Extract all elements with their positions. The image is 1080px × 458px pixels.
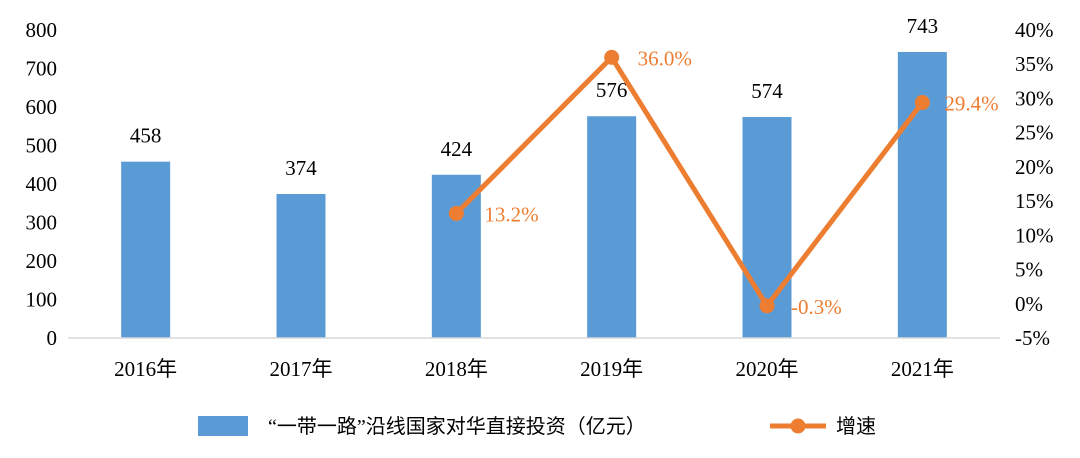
bar-0	[121, 161, 171, 338]
y-left-tick-label: 100	[26, 288, 58, 312]
y-right-tick-label: 40%	[1015, 18, 1054, 42]
y-right-tick-label: -5%	[1015, 326, 1050, 350]
y-right-tick-label: 0%	[1015, 292, 1043, 316]
y-right-tick-label: 15%	[1015, 189, 1054, 213]
y-left-tick-label: 200	[26, 249, 58, 273]
growth-value-label: 29.4%	[944, 92, 998, 116]
bar-value-label: 458	[130, 124, 162, 148]
growth-value-label: 36.0%	[638, 46, 692, 70]
growth-value-label: 13.2%	[484, 202, 538, 226]
bar-value-label: 743	[907, 14, 939, 38]
bar-value-label: 374	[285, 156, 317, 180]
y-left-tick-label: 800	[26, 18, 58, 42]
legend-line-marker	[790, 418, 806, 434]
y-right-tick-label: 30%	[1015, 86, 1054, 110]
growth-marker-3	[914, 95, 930, 111]
legend-line-label: 增速	[836, 415, 876, 438]
legend-bar-swatch	[198, 416, 248, 436]
y-left-tick-label: 500	[26, 134, 58, 158]
bar-1	[276, 194, 326, 338]
bar-value-label: 576	[596, 78, 628, 102]
y-left-tick-label: 400	[26, 172, 58, 196]
bar-value-label: 424	[441, 137, 473, 161]
growth-marker-0	[448, 205, 464, 221]
y-left-tick-label: 600	[26, 95, 58, 119]
bar-5	[897, 51, 947, 338]
y-right-tick-label: 25%	[1015, 121, 1054, 145]
y-right-tick-label: 5%	[1015, 258, 1043, 282]
x-tick-label: 2019年	[580, 357, 643, 381]
x-tick-label: 2020年	[736, 357, 799, 381]
growth-marker-2	[759, 298, 775, 314]
growth-marker-1	[604, 49, 620, 65]
bar-value-label: 574	[751, 79, 783, 103]
growth-value-label: -0.3%	[791, 295, 842, 319]
y-right-tick-label: 35%	[1015, 52, 1054, 76]
x-tick-label: 2018年	[425, 357, 488, 381]
bar-2	[431, 174, 481, 338]
y-left-tick-label: 0	[47, 326, 58, 350]
x-tick-label: 2017年	[270, 357, 333, 381]
y-left-tick-label: 700	[26, 57, 58, 81]
x-tick-label: 2016年	[114, 357, 177, 381]
x-tick-label: 2021年	[891, 357, 954, 381]
y-right-tick-label: 20%	[1015, 155, 1054, 179]
bar-3	[587, 116, 637, 339]
y-left-tick-label: 300	[26, 211, 58, 235]
legend-bar-label: “一带一路”沿线国家对华直接投资（亿元）	[268, 415, 646, 438]
y-right-tick-label: 10%	[1015, 223, 1054, 247]
growth-line	[454, 53, 925, 311]
